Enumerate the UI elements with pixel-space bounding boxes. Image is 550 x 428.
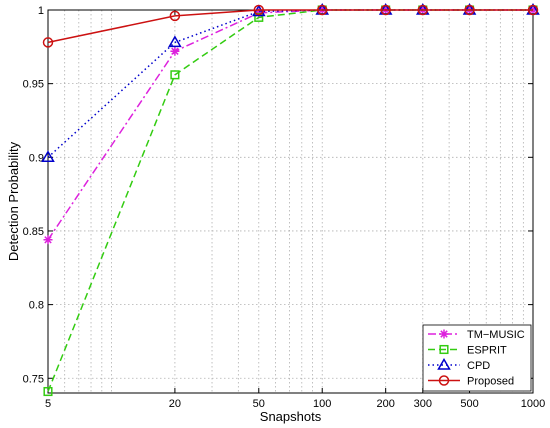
x-tick-label: 5 xyxy=(45,398,51,410)
data-point-tm-music xyxy=(43,235,53,245)
data-point-proposed xyxy=(169,10,181,22)
data-point-cpd xyxy=(168,35,182,48)
legend-label-tm-music: TM−MUSIC xyxy=(467,329,525,341)
series-line-proposed xyxy=(47,9,533,44)
legend-marker-cpd xyxy=(437,358,451,370)
x-tick-label: 50 xyxy=(253,398,265,410)
y-axis-title: Detection Probability xyxy=(6,141,21,261)
series-line-tm-music xyxy=(47,9,533,241)
data-point-proposed xyxy=(42,37,54,48)
series-proposed xyxy=(42,4,539,48)
data-point-esprit xyxy=(170,70,180,80)
legend: TM−MUSIC ESPRIT CPD Proposed xyxy=(422,324,532,392)
data-point-proposed xyxy=(380,4,391,16)
y-tick-label: 0.75 xyxy=(23,373,44,385)
data-point-proposed xyxy=(464,4,475,16)
y-tick-label: 0.85 xyxy=(23,226,44,238)
x-axis-title: Snapshots xyxy=(260,409,322,424)
y-tick-label: 0.8 xyxy=(29,300,44,312)
legend-marker-proposed xyxy=(438,375,450,386)
data-point-proposed xyxy=(527,4,539,16)
legend-marker-tm-music xyxy=(439,329,449,339)
series-line-esprit xyxy=(47,9,533,392)
data-point-cpd xyxy=(41,150,55,163)
y-tick-label: 0.9 xyxy=(29,152,44,164)
x-tick-label: 1000 xyxy=(521,398,545,410)
data-point-proposed xyxy=(417,4,429,16)
data-point-proposed xyxy=(316,4,328,16)
series-layer xyxy=(41,3,540,397)
x-tick-label: 20 xyxy=(169,398,181,410)
x-tick-label: 100 xyxy=(313,398,331,410)
legend-label-cpd: CPD xyxy=(467,360,490,372)
data-point-esprit xyxy=(254,12,264,22)
x-tick-label: 200 xyxy=(376,398,394,410)
y-tick-label: 0.95 xyxy=(23,79,44,91)
data-point-esprit xyxy=(43,386,53,397)
x-tick-label: 500 xyxy=(460,398,478,410)
y-tick-label: 1 xyxy=(38,5,44,17)
data-point-proposed xyxy=(253,4,265,16)
legend-label-proposed: Proposed xyxy=(467,376,514,388)
x-tick-label: 300 xyxy=(414,398,432,410)
legend-marker-esprit xyxy=(439,344,449,355)
legend-label-esprit: ESPRIT xyxy=(467,345,507,357)
data-point-tm-music xyxy=(170,46,180,56)
